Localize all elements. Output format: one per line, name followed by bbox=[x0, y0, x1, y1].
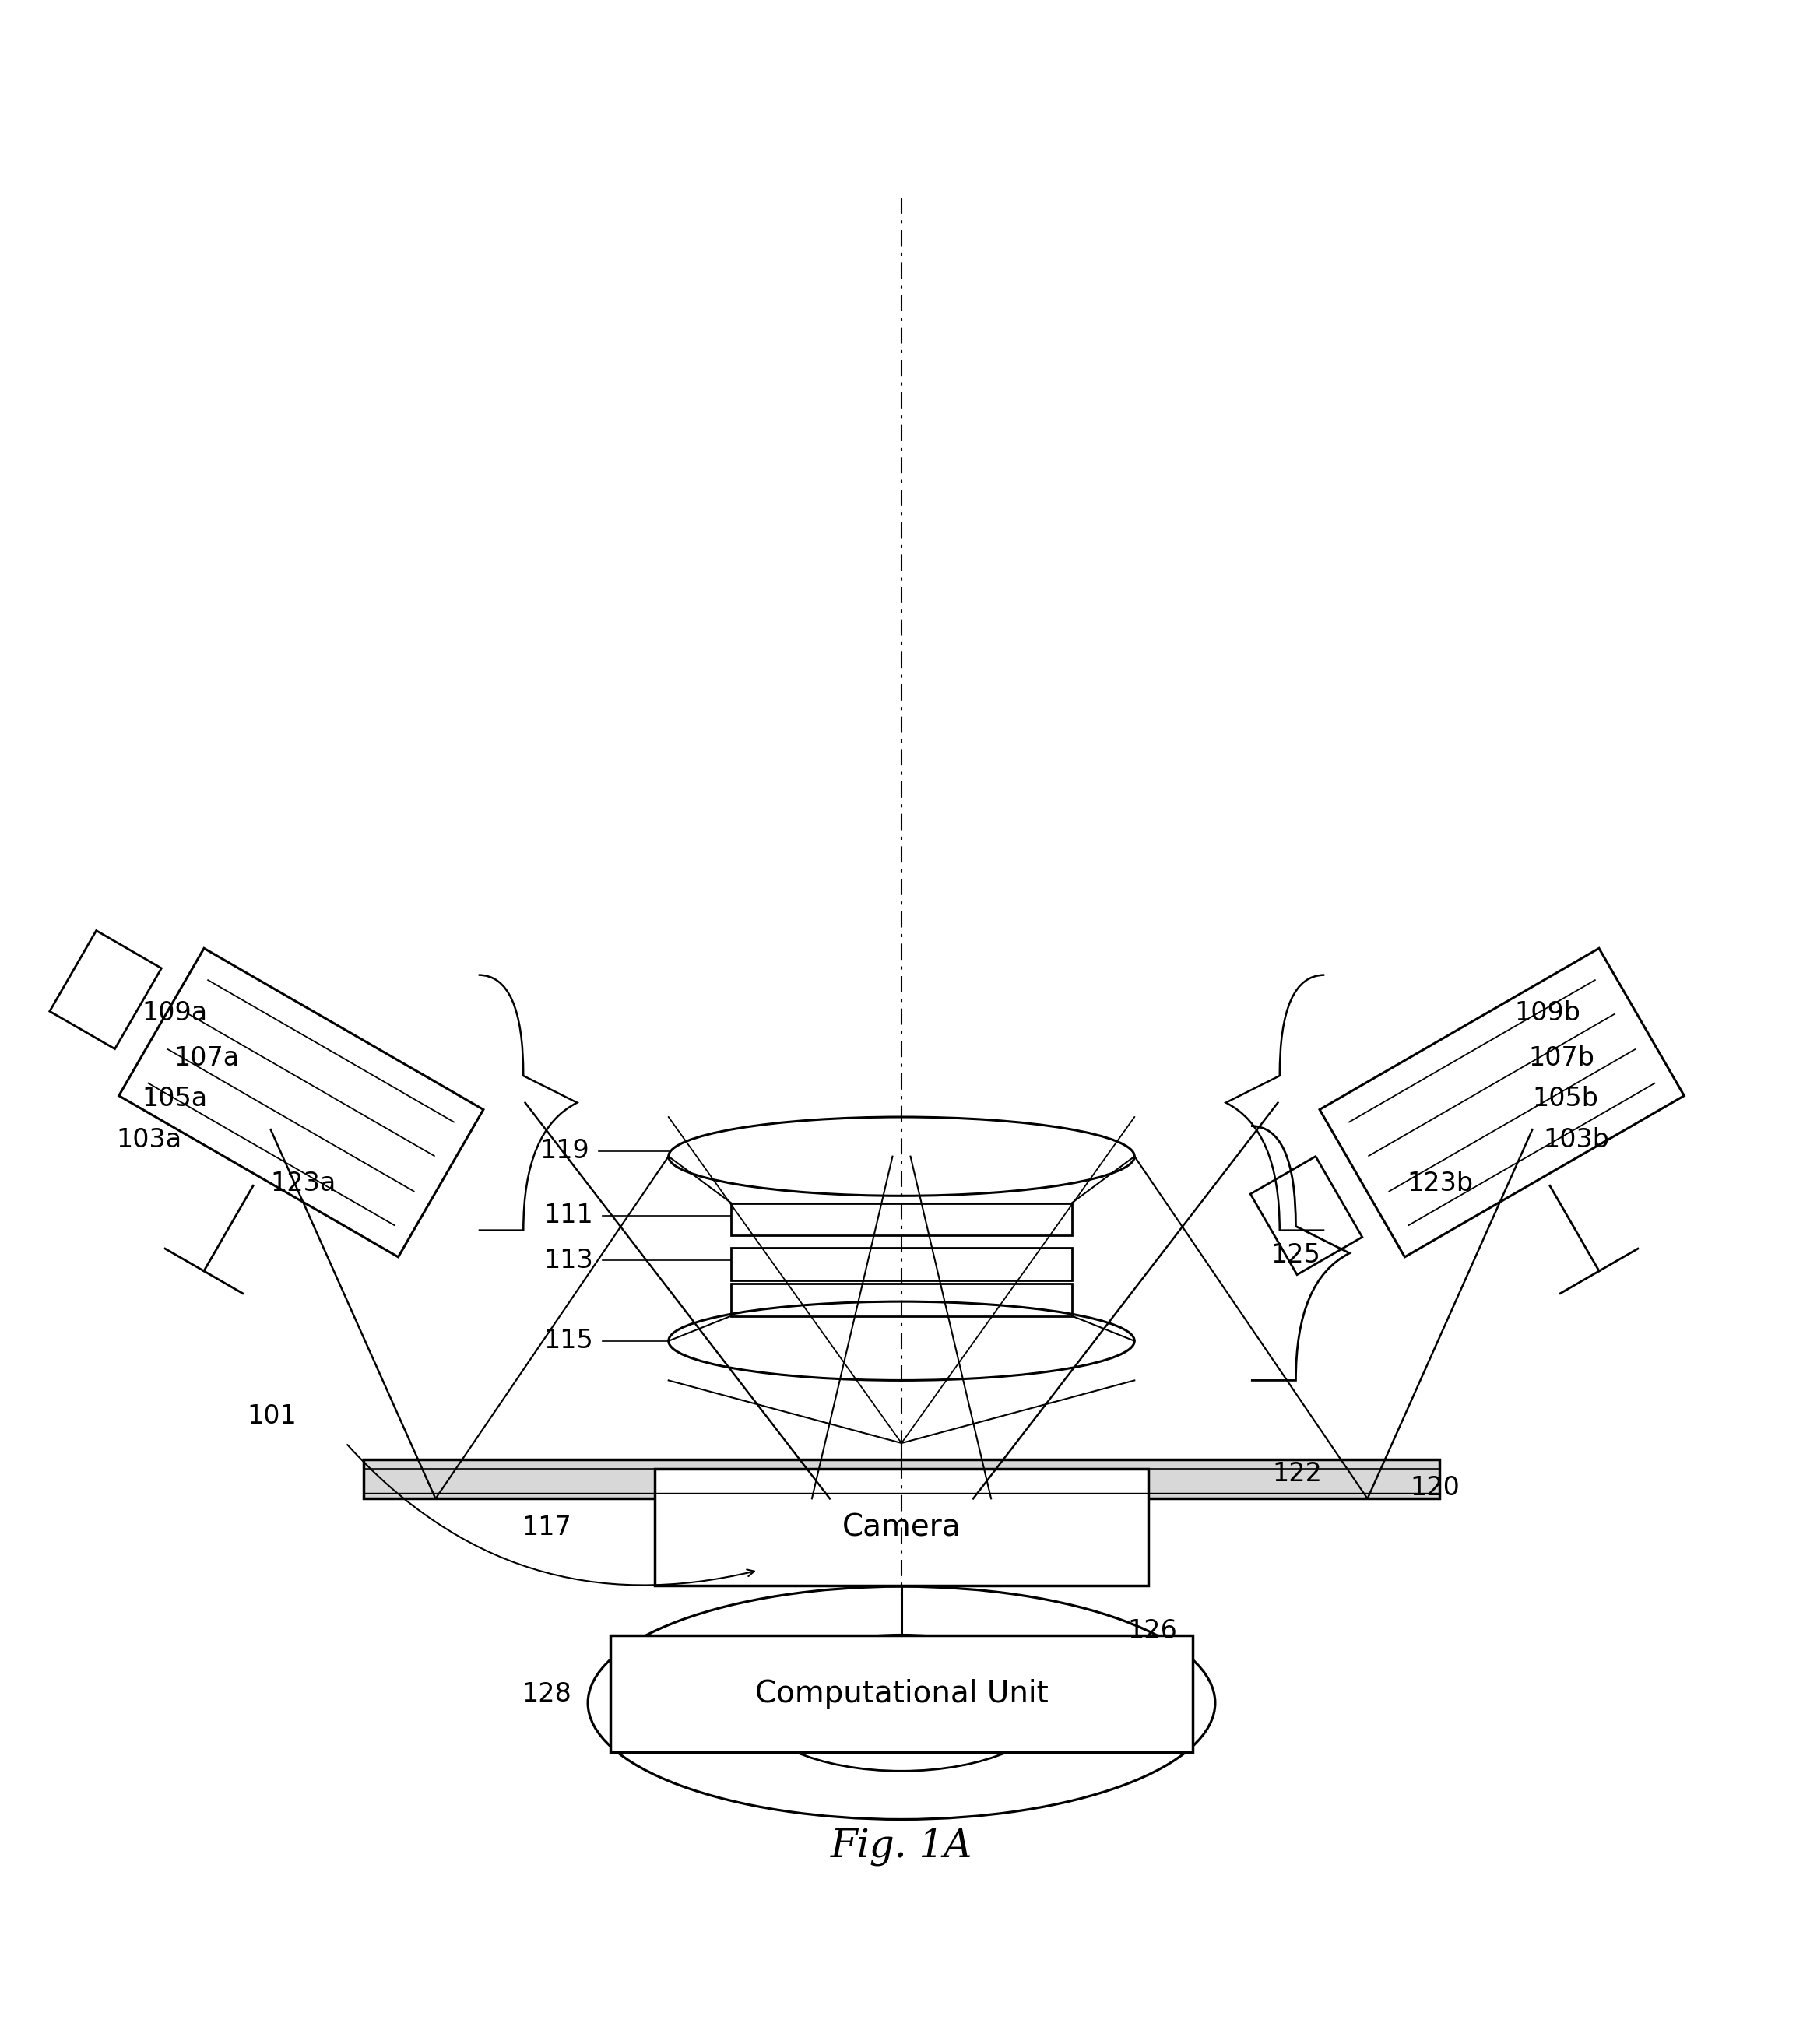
Text: 117: 117 bbox=[523, 1515, 572, 1541]
Text: Computational Unit: Computational Unit bbox=[755, 1680, 1048, 1709]
Text: 103b: 103b bbox=[1543, 1128, 1610, 1153]
Text: 123b: 123b bbox=[1406, 1171, 1473, 1196]
Text: 101: 101 bbox=[247, 1404, 297, 1429]
Text: 109a: 109a bbox=[142, 1000, 207, 1026]
Bar bbox=[364, 1459, 1439, 1498]
Text: 105b: 105b bbox=[1533, 1085, 1599, 1112]
Bar bbox=[732, 1284, 1071, 1316]
Text: 123a: 123a bbox=[270, 1171, 335, 1196]
Text: 115: 115 bbox=[545, 1329, 593, 1353]
Text: 120: 120 bbox=[1410, 1476, 1460, 1500]
Text: 109b: 109b bbox=[1515, 1000, 1581, 1026]
Text: 111: 111 bbox=[545, 1202, 593, 1228]
FancyArrowPatch shape bbox=[348, 1445, 754, 1586]
Bar bbox=[732, 1204, 1071, 1235]
Text: 122: 122 bbox=[1273, 1461, 1322, 1486]
Text: 126: 126 bbox=[1127, 1619, 1177, 1643]
Text: Camera: Camera bbox=[842, 1513, 961, 1541]
Text: 128: 128 bbox=[523, 1680, 572, 1707]
Text: 107b: 107b bbox=[1529, 1044, 1596, 1071]
Text: 113: 113 bbox=[545, 1247, 593, 1273]
Text: 125: 125 bbox=[1271, 1243, 1320, 1267]
Bar bbox=[732, 1247, 1071, 1280]
Text: 103a: 103a bbox=[117, 1128, 182, 1153]
Text: 105a: 105a bbox=[142, 1085, 207, 1112]
Bar bbox=[654, 1470, 1149, 1586]
Bar bbox=[609, 1635, 1194, 1752]
Ellipse shape bbox=[802, 1639, 1001, 1754]
Text: 107a: 107a bbox=[173, 1044, 240, 1071]
Text: 119: 119 bbox=[541, 1139, 590, 1163]
Text: Fig. 1A: Fig. 1A bbox=[831, 1827, 972, 1866]
